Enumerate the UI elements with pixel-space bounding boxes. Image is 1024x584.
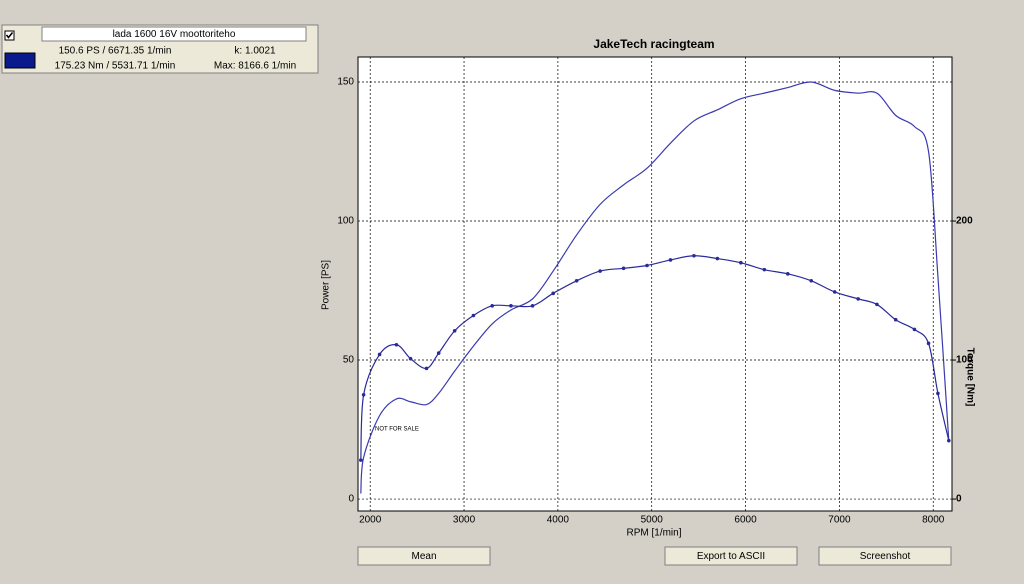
- torque-info: 175.23 Nm / 5531.71 1/min: [55, 61, 176, 72]
- data-point: [926, 341, 931, 346]
- max-info: Max: 8166.6 1/min: [214, 61, 296, 72]
- data-point: [739, 260, 743, 265]
- x-tick-label: 5000: [641, 515, 664, 526]
- power-info: 150.6 PS / 6671.35 1/min: [59, 46, 172, 57]
- data-point: [762, 267, 767, 272]
- x-tick-label: 4000: [547, 515, 570, 526]
- data-point: [809, 279, 814, 283]
- x-tick-label: 6000: [734, 515, 757, 526]
- color-swatch: [4, 52, 36, 69]
- y-tick-label: 150: [337, 77, 354, 88]
- data-point: [912, 327, 917, 332]
- data-line: [360, 81, 950, 494]
- x-tick-label: 2000: [359, 515, 382, 526]
- series-name: lada 1600 16V moottoriteho: [113, 29, 236, 40]
- y2-tick-label: 200: [956, 216, 973, 227]
- x-axis-label: RPM [1/min]: [626, 528, 681, 539]
- k-info: k: 1.0021: [234, 46, 276, 57]
- data-point: [875, 302, 879, 307]
- button-label: Screenshot: [860, 551, 911, 562]
- button-bar: Mean Export to ASCII Screenshot: [357, 546, 952, 566]
- x-tick-label: 3000: [453, 515, 476, 526]
- data-point: [361, 392, 366, 397]
- y2-axis-label: Torque [Nm]: [964, 348, 975, 407]
- y-axis-label: Power [PS]: [321, 260, 332, 310]
- check-mark: [5, 32, 14, 39]
- plot-area: [357, 56, 953, 512]
- data-point: [490, 304, 494, 308]
- data-point: [621, 266, 626, 271]
- data-point: [715, 256, 720, 261]
- data-point: [424, 366, 429, 371]
- y-tick-label: 0: [348, 494, 354, 505]
- plot: [358, 57, 956, 511]
- data-point: [452, 329, 457, 333]
- data-point: [574, 279, 579, 283]
- y2-tick-label: 0: [956, 494, 962, 505]
- x-tick-label: 8000: [922, 515, 945, 526]
- chart-title: JakeTech racingteam: [593, 37, 714, 51]
- data-point: [598, 269, 602, 273]
- button-label: Mean: [411, 551, 436, 562]
- button[interactable]: [664, 546, 798, 566]
- data-point: [947, 438, 951, 443]
- data-point: [936, 391, 940, 396]
- data-point: [509, 304, 513, 308]
- watermark: NOT FOR SALE: [375, 427, 419, 433]
- data-point: [893, 317, 898, 322]
- data-point: [377, 352, 382, 357]
- data-point: [436, 351, 441, 355]
- data-point: [471, 313, 476, 318]
- data-point: [530, 304, 535, 308]
- data-point: [551, 291, 555, 296]
- data-point: [394, 342, 399, 347]
- button-label: Export to ASCII: [697, 551, 765, 562]
- data-point: [408, 356, 413, 361]
- button[interactable]: [818, 546, 952, 566]
- data-point: [856, 297, 860, 301]
- y2-tick-label: 100: [956, 355, 973, 366]
- data-point: [645, 263, 649, 268]
- data-point: [785, 272, 790, 276]
- data-point: [692, 253, 696, 258]
- y-tick-label: 50: [343, 355, 355, 366]
- data-point: [359, 458, 363, 462]
- data-point: [832, 290, 837, 294]
- y-tick-label: 100: [337, 216, 354, 227]
- name-field[interactable]: [41, 26, 307, 42]
- button[interactable]: [357, 546, 491, 566]
- x-tick-label: 7000: [828, 515, 851, 526]
- data-point: [668, 258, 673, 262]
